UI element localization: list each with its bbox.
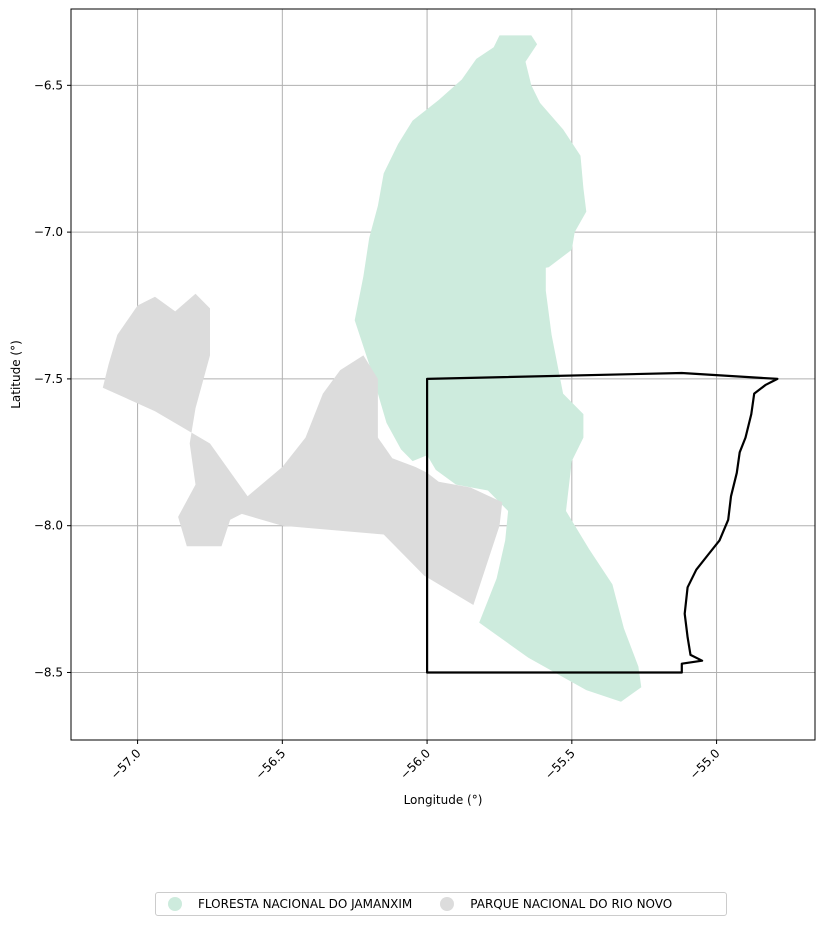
jamanxim-area — [354, 35, 642, 702]
legend-label-rio-novo: PARQUE NACIONAL DO RIO NOVO — [470, 897, 673, 911]
x-tick-label: −55.5 — [542, 746, 578, 782]
x-axis-label: Longitude (°) — [404, 793, 483, 807]
legend-item-rio-novo: PARQUE NACIONAL DO RIO NOVO — [440, 897, 672, 911]
legend-marker-icon — [168, 897, 182, 911]
legend-item-jamanxim: FLORESTA NACIONAL DO JAMANXIM — [168, 897, 412, 911]
x-tick-label: −56.0 — [397, 746, 433, 782]
legend-label-jamanxim: FLORESTA NACIONAL DO JAMANXIM — [198, 897, 413, 911]
y-tick-label: −6.5 — [34, 78, 63, 92]
boundary-outline — [426, 371, 779, 674]
rio-novo-area — [102, 293, 503, 605]
protected-areas — [102, 35, 642, 702]
y-tick-label: −7.0 — [34, 225, 63, 239]
boundary-outline-shape — [426, 371, 779, 674]
y-tick-label: −8.5 — [34, 665, 63, 679]
x-tick-label: −56.5 — [253, 746, 289, 782]
x-tick-label: −55.0 — [687, 746, 723, 782]
y-tick-label: −7.5 — [34, 372, 63, 386]
map-figure: −57.0 −56.5 −56.0 −55.5 −55.0 −6.5 −7.0 −7.5 −8.… — [9, 8, 816, 807]
y-axis-label: Latitude (°) — [9, 340, 23, 409]
legend: FLORESTA NACIONAL DO JAMANXIM PARQUE NAC… — [155, 892, 727, 916]
legend-marker-icon — [440, 897, 455, 911]
y-tick-label: −8.0 — [34, 519, 63, 533]
plot-frame — [70, 8, 816, 741]
x-tick-label: −57.0 — [108, 746, 144, 782]
